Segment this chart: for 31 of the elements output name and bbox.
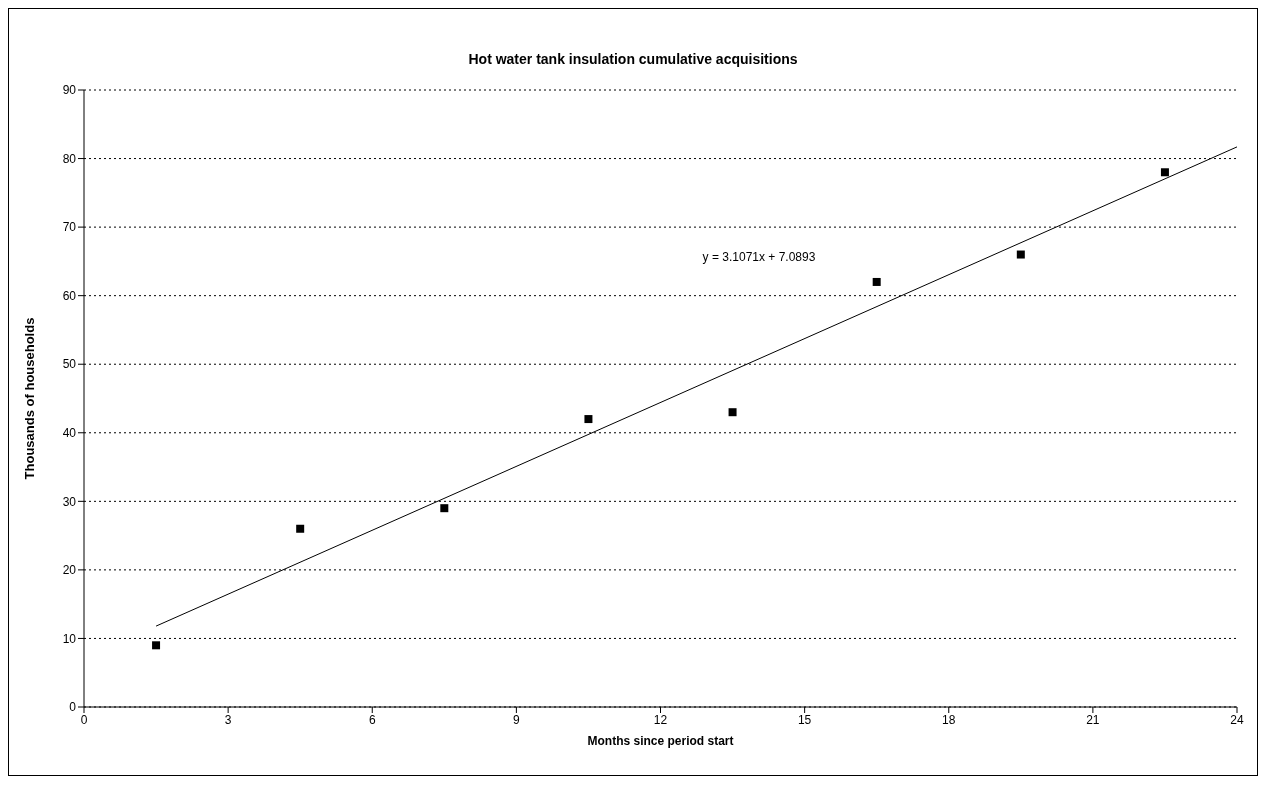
x-tick-label: 3 bbox=[224, 712, 232, 727]
y-axis-title: Thousands of households bbox=[21, 317, 37, 480]
point bbox=[1016, 250, 1025, 259]
y-tick-label: 60 bbox=[62, 288, 77, 303]
point bbox=[728, 408, 737, 417]
point bbox=[152, 641, 161, 650]
x-tick-label: 15 bbox=[797, 712, 812, 727]
y-tick-label: 20 bbox=[62, 563, 77, 578]
y-tick-label: 80 bbox=[62, 151, 77, 166]
y-tick-label: 50 bbox=[62, 357, 77, 372]
y-tick-label: 30 bbox=[62, 494, 77, 509]
point bbox=[872, 277, 881, 286]
x-tick-label: 0 bbox=[80, 712, 88, 727]
x-tick-label: 9 bbox=[513, 712, 521, 727]
y-tick-label: 40 bbox=[62, 426, 77, 441]
x-axis-title: Months since period start bbox=[587, 734, 734, 748]
x-tick-label: 24 bbox=[1230, 712, 1244, 727]
y-tick-label: 90 bbox=[62, 83, 77, 98]
chart-title: Hot water tank insulation cumulative acquisitions bbox=[467, 51, 799, 67]
y-tick-label: 10 bbox=[62, 631, 77, 646]
y-tick-label: 0 bbox=[69, 700, 77, 715]
x-tick-label: 21 bbox=[1086, 712, 1100, 727]
x-tick-label: 18 bbox=[942, 712, 956, 727]
point bbox=[296, 524, 305, 533]
x-tick-label: 6 bbox=[368, 712, 376, 727]
point bbox=[584, 415, 593, 424]
y-tick-label: 70 bbox=[62, 220, 77, 235]
annotation: y = 3.1071x + 7.0893 bbox=[702, 250, 816, 264]
x-tick-label: 12 bbox=[653, 712, 668, 727]
point bbox=[1160, 168, 1169, 177]
point bbox=[440, 504, 449, 513]
